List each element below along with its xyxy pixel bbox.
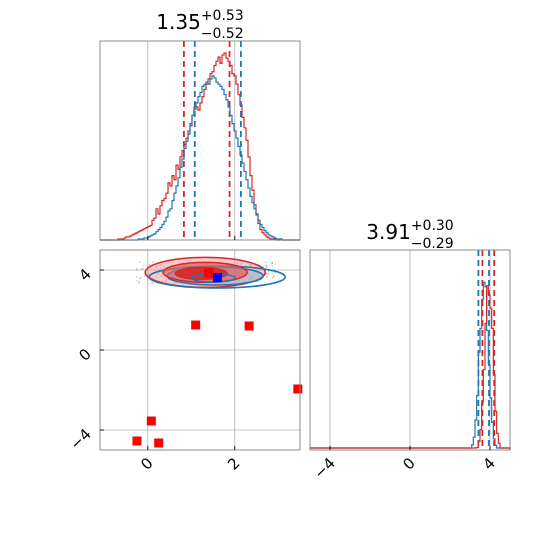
sample-point xyxy=(142,267,144,270)
sample-point xyxy=(271,261,274,264)
blue-square-marker-0 xyxy=(212,273,222,283)
x-tick-label: 2 xyxy=(224,454,243,473)
sample-point xyxy=(271,272,274,275)
title-lower-error: −0.52 xyxy=(201,26,244,42)
y-tick-label: 0 xyxy=(75,345,94,364)
sample-point xyxy=(271,262,273,265)
top-panel-title: 1.35+0.53 −0.52 xyxy=(156,8,243,42)
x-tick-label: 4 xyxy=(479,454,498,473)
sample-point xyxy=(136,267,138,270)
red-square-marker-5 xyxy=(154,438,164,448)
sample-point xyxy=(148,263,151,266)
sample-point xyxy=(265,266,268,268)
sample-point xyxy=(150,281,153,284)
sample-point xyxy=(273,275,275,278)
x-tick-label: 0 xyxy=(137,454,156,473)
sample-point xyxy=(140,276,142,279)
histogram-panel-top: 1.35+0.53 −0.52 xyxy=(99,8,301,241)
title-lower-error: −0.29 xyxy=(411,236,454,252)
red-square-marker-1 xyxy=(244,321,254,331)
sample-point xyxy=(136,276,138,278)
sample-point xyxy=(152,282,154,285)
sample-point xyxy=(268,272,270,275)
sample-point xyxy=(271,265,274,267)
y-tick-label: 4 xyxy=(75,265,94,284)
x-tick-label: 0 xyxy=(399,454,418,473)
sample-point xyxy=(265,261,267,264)
title-upper-error: +0.30 xyxy=(411,218,454,234)
panel-frame-top xyxy=(99,40,301,241)
histogram-panel-right: −4 0 4 3.91+0.30 −0.29 xyxy=(309,218,511,482)
title-upper-error: +0.53 xyxy=(201,8,244,24)
x-tick-label: −4 xyxy=(310,454,338,482)
red-square-marker-3 xyxy=(146,416,156,426)
red-square-marker-2 xyxy=(293,384,303,394)
sample-point xyxy=(138,261,141,263)
histogram-series-1 xyxy=(310,285,511,450)
red-square-marker-4 xyxy=(132,436,142,446)
red-square-marker-0 xyxy=(191,320,201,330)
sample-point xyxy=(136,279,138,282)
right-panel-title: 3.91+0.30 −0.29 xyxy=(366,218,453,252)
title-value: 3.91 xyxy=(366,220,411,244)
sample-point xyxy=(142,265,145,267)
sample-point xyxy=(266,276,268,278)
sample-point xyxy=(265,272,268,275)
sample-point xyxy=(271,276,274,279)
sample-point xyxy=(138,281,141,283)
sample-point xyxy=(272,274,275,277)
sample-point xyxy=(136,269,138,272)
red-square-marker-6 xyxy=(204,268,214,278)
sample-point xyxy=(266,264,268,267)
sample-point xyxy=(146,278,149,281)
y-tick-label: −4 xyxy=(66,425,94,453)
scatter-panel: 4 0 −4 0 2 xyxy=(66,249,303,474)
sample-point xyxy=(274,263,277,265)
title-value: 1.35 xyxy=(156,10,201,34)
histogram-series-0 xyxy=(100,52,300,241)
sample-point xyxy=(271,261,273,264)
sample-point xyxy=(138,282,141,284)
sample-point xyxy=(267,270,270,273)
sample-point xyxy=(274,271,276,274)
histogram-series-1 xyxy=(100,75,300,241)
sample-point xyxy=(140,267,143,270)
sample-point xyxy=(139,277,141,280)
sample-point xyxy=(265,264,267,267)
sample-point xyxy=(152,261,154,263)
sample-point xyxy=(143,275,146,277)
